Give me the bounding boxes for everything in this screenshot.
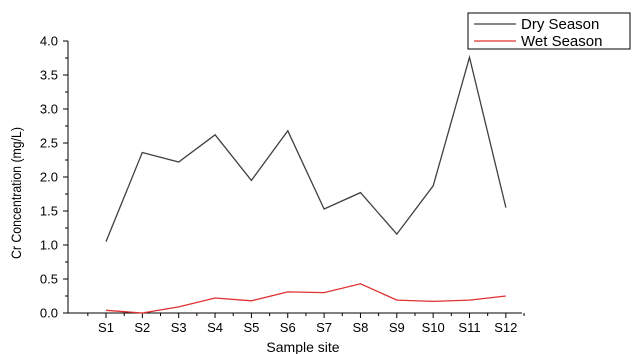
x-tick-label: S5 xyxy=(243,320,259,335)
y-tick-label: 2.0 xyxy=(40,170,58,185)
y-axis-ticks: 0.0 0.5 1.0 1.5 2.0 2.5 3.0 3.5 4.0 xyxy=(40,34,68,321)
y-tick-label: 0.5 xyxy=(40,272,58,287)
x-tick-label: S4 xyxy=(207,320,223,335)
series-line-dry-season xyxy=(105,54,507,242)
legend-label: Wet Season xyxy=(521,33,602,50)
y-tick-label: 2.5 xyxy=(40,136,58,151)
x-axis-ticks: S1 S2 S3 S4 S5 S6 S7 S8 S9 S10 S11 S12 xyxy=(87,313,525,335)
x-tick-label: S1 xyxy=(98,320,114,335)
y-tick-label: 4.0 xyxy=(40,34,58,49)
x-tick-label: S8 xyxy=(352,320,368,335)
y-tick-label: 0.0 xyxy=(40,306,58,321)
legend-box xyxy=(467,12,631,50)
series-line-wet-season xyxy=(105,283,506,314)
y-tick-label: 1.5 xyxy=(40,204,58,219)
x-tick-label: S12 xyxy=(494,320,517,335)
y-tick-label: 3.0 xyxy=(40,102,58,117)
axes xyxy=(67,41,522,314)
y-axis-label: Cr Concentration (mg/L) xyxy=(8,127,24,259)
x-tick-label: S11 xyxy=(458,320,480,335)
x-tick-label: S7 xyxy=(316,320,332,335)
y-tick-label: 1.0 xyxy=(40,238,58,253)
x-tick-label: S10 xyxy=(422,320,445,335)
series-group xyxy=(105,54,507,314)
legend-label: Dry Season xyxy=(521,16,599,33)
y-tick-label: 3.5 xyxy=(40,68,58,83)
x-tick-label: S9 xyxy=(389,320,405,335)
x-tick-label: S2 xyxy=(134,320,150,335)
x-tick-label: S3 xyxy=(171,320,187,335)
x-axis-label: Sample site xyxy=(266,339,339,354)
x-tick-label: S6 xyxy=(280,320,296,335)
